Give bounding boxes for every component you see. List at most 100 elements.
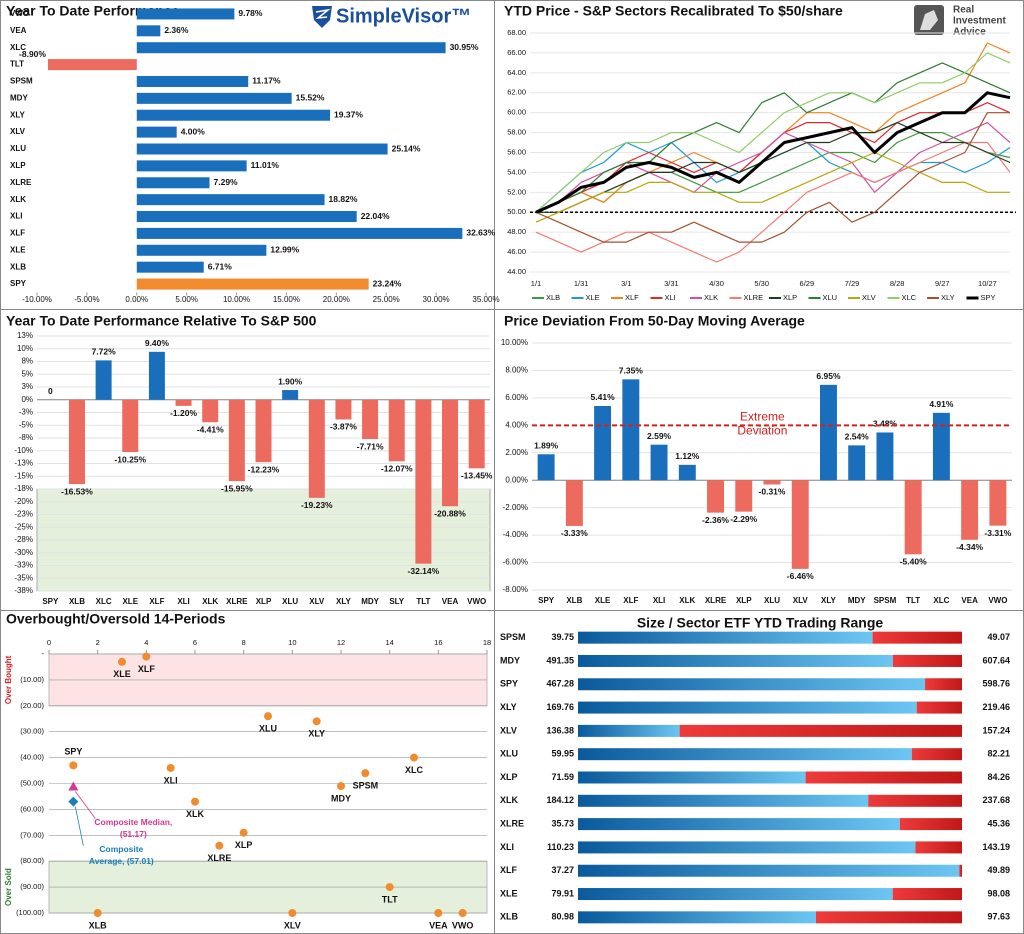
- chart-title: YTD Price - S&P Sectors Recalibrated To …: [504, 3, 843, 19]
- y-tick-label: -6.00%: [503, 558, 528, 567]
- range-remaining: [916, 701, 962, 714]
- x-tick-label: XLB: [566, 596, 582, 605]
- value-label: -3.33%: [561, 528, 588, 538]
- y-tick-label: 0%: [21, 395, 33, 404]
- category-label: SPY: [10, 279, 27, 288]
- value-label: -2.36%: [702, 515, 729, 525]
- value-label: 7.35%: [619, 366, 644, 376]
- x-tick-label: XLF: [149, 597, 164, 606]
- bar: [904, 480, 922, 555]
- point-label: VWO: [452, 920, 474, 930]
- simplevisor-logo: SimpleVisor™: [312, 5, 471, 28]
- y-tick-label: (80.00): [20, 856, 44, 865]
- legend-label: XLB: [546, 293, 560, 302]
- category-label: XLU: [500, 749, 518, 759]
- x-tick-label: 10: [288, 638, 296, 647]
- point: [288, 909, 297, 917]
- y-tick-label: 60.00: [507, 108, 526, 117]
- high-label: 143.19: [982, 842, 1010, 852]
- bar: [763, 480, 781, 485]
- bar: [735, 480, 753, 512]
- x-tick-label: VEA: [442, 597, 459, 606]
- category-label: XLY: [500, 702, 517, 712]
- bar: [136, 278, 369, 290]
- value-label: 32.63%: [466, 228, 495, 238]
- low-label: 71.59: [551, 772, 574, 782]
- range-current: [578, 748, 912, 761]
- chart-title: Size / Sector ETF YTD Trading Range: [637, 615, 884, 631]
- point-label: XLY: [308, 729, 325, 739]
- bar: [136, 143, 388, 155]
- value-label: 9.40%: [145, 338, 170, 348]
- bar: [468, 399, 485, 469]
- y-tick-label: -10%: [14, 446, 33, 455]
- value-label: 7.72%: [92, 347, 117, 357]
- point: [118, 657, 126, 666]
- y-tick-label: 44.00: [507, 267, 526, 276]
- x-tick-label: VEA: [961, 596, 978, 605]
- x-tick-label: 6/29: [800, 279, 815, 288]
- low-label: 59.95: [551, 749, 574, 759]
- range-current: [578, 888, 893, 901]
- bar: [848, 445, 866, 481]
- x-tick-label: TLT: [906, 596, 920, 605]
- range-remaining: [892, 654, 962, 667]
- value-label: 15.52%: [296, 93, 325, 103]
- x-tick-label: 8: [242, 638, 246, 647]
- x-tick-label: 14: [385, 638, 393, 647]
- annotation: (51.17): [120, 829, 147, 839]
- x-tick-label: SPY: [538, 596, 555, 605]
- x-tick-label: 18: [483, 638, 491, 647]
- x-tick-label: XLK: [202, 597, 218, 606]
- point-label: XLP: [235, 840, 253, 850]
- x-tick-label: 25.00%: [373, 295, 400, 304]
- point-label: XLRE: [207, 853, 231, 863]
- x-tick-label: TLT: [416, 597, 430, 606]
- category-label: SPSM: [10, 77, 33, 86]
- series-line: [535, 52, 1011, 213]
- legend-label: XLI: [665, 293, 676, 302]
- value-label: 11.17%: [252, 76, 281, 86]
- value-label: -13.45%: [461, 471, 493, 481]
- category-label: MDY: [500, 655, 520, 665]
- y-tick-label: 8%: [21, 357, 33, 366]
- high-label: 49.89: [987, 865, 1010, 875]
- point-label: XLV: [284, 920, 301, 930]
- x-tick-label: 0: [47, 638, 51, 647]
- value-label: 23.24%: [373, 278, 402, 288]
- x-tick-label: SPY: [42, 597, 59, 606]
- category-label: MDY: [10, 93, 28, 102]
- category-label: XLI: [500, 842, 514, 852]
- composite-marker: [68, 781, 79, 791]
- y-tick-label: -4.00%: [503, 530, 528, 539]
- value-label: 1.89%: [534, 441, 559, 451]
- legend-label: XLK: [704, 293, 718, 302]
- ria-logo: Real Investment Advice: [914, 5, 1006, 38]
- bar: [594, 405, 612, 481]
- bar: [202, 399, 219, 423]
- chart-title: Year To Date Performance Relative To S&P…: [6, 313, 317, 329]
- y-tick-label: -: [42, 649, 45, 658]
- low-label: 39.75: [551, 632, 574, 642]
- value-label: 9.78%: [238, 8, 263, 18]
- x-tick-label: 1/1: [531, 279, 541, 288]
- value-label: 6.95%: [816, 371, 841, 381]
- y-tick-label: 2.00%: [505, 448, 528, 457]
- point-label: VEA: [429, 920, 448, 930]
- x-tick-label: 30.00%: [423, 295, 450, 304]
- x-tick-label: VWO: [988, 596, 1007, 605]
- bar: [95, 360, 112, 400]
- x-tick-label: MDY: [361, 597, 379, 606]
- category-label: XLRE: [500, 818, 524, 828]
- x-tick-label: 5.00%: [175, 295, 198, 304]
- chart-title: Year To Date Performance: [6, 3, 179, 19]
- bar: [442, 399, 459, 507]
- value-label: 11.01%: [251, 160, 280, 170]
- y-tick-label: (30.00): [20, 727, 44, 736]
- point: [69, 761, 78, 770]
- value-label: 4.00%: [181, 126, 206, 136]
- legend-label: XLF: [625, 293, 639, 302]
- bar: [537, 454, 555, 481]
- value-label: -5.40%: [900, 557, 927, 567]
- x-tick-label: XLY: [336, 597, 351, 606]
